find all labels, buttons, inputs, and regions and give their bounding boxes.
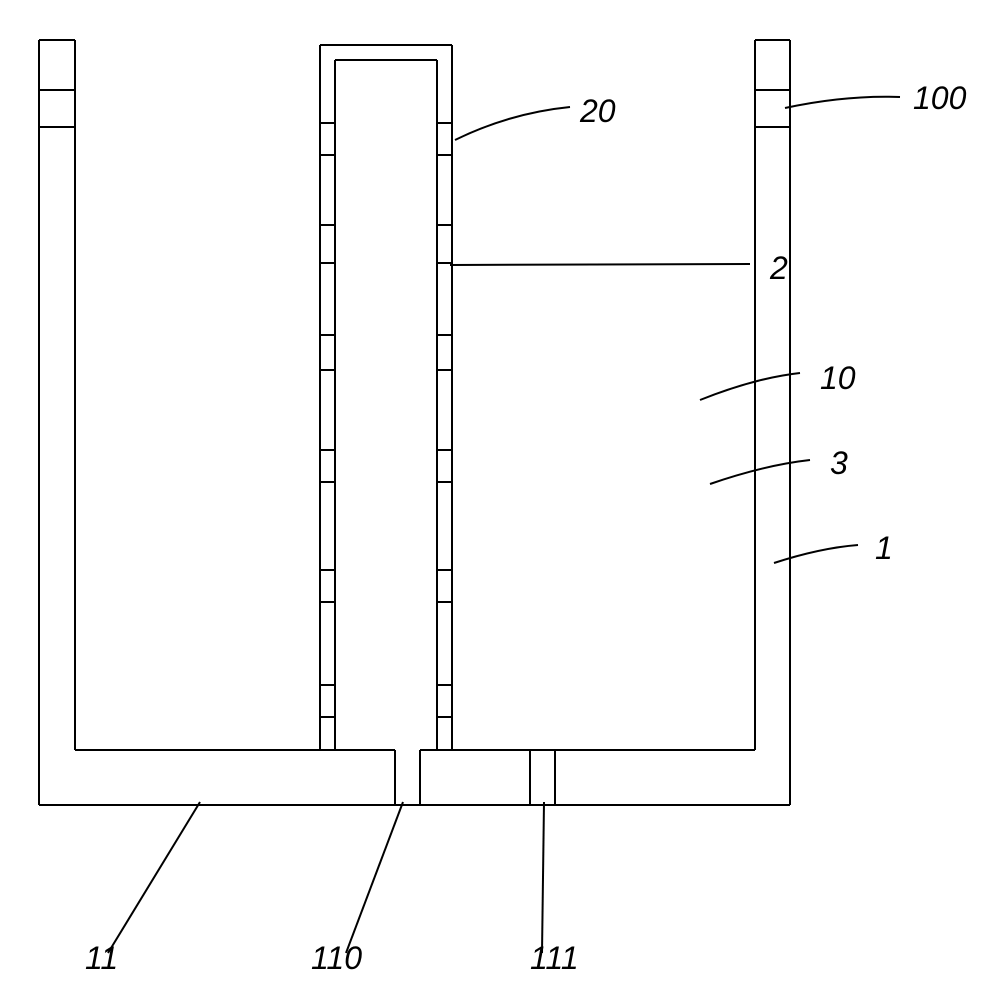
leader-11 bbox=[108, 802, 200, 953]
leader-100 bbox=[785, 97, 900, 108]
label-3: 3 bbox=[830, 445, 848, 482]
label-11: 11 bbox=[85, 940, 118, 977]
label-110: 110 bbox=[311, 940, 362, 977]
diagram-svg bbox=[0, 0, 1000, 992]
label-100: 100 bbox=[913, 80, 966, 117]
leader-3 bbox=[710, 460, 810, 484]
schematic-diagram: 20 100 2 10 3 1 11 110 111 bbox=[0, 0, 1000, 992]
leader-110 bbox=[346, 802, 403, 953]
label-111: 111 bbox=[530, 940, 579, 977]
leader-20 bbox=[455, 107, 570, 140]
label-2: 2 bbox=[770, 250, 788, 287]
label-1: 1 bbox=[875, 530, 893, 567]
label-10: 10 bbox=[820, 360, 856, 397]
leader-2 bbox=[450, 264, 750, 265]
leader-111 bbox=[542, 802, 544, 953]
label-20: 20 bbox=[580, 93, 616, 130]
leader-10 bbox=[700, 373, 800, 400]
leader-1 bbox=[774, 545, 858, 563]
